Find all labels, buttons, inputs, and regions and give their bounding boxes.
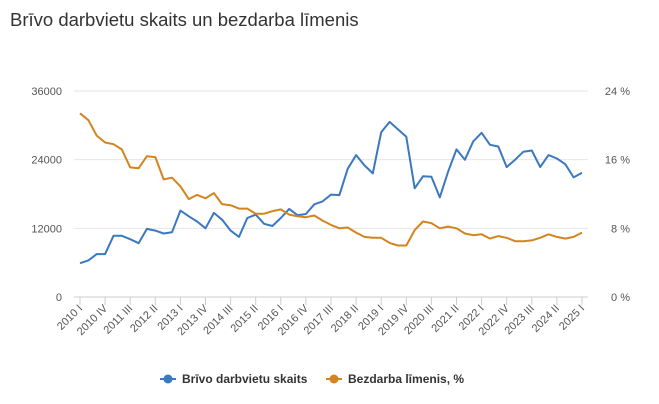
legend-label: Brīvo darbvietu skaits: [182, 372, 308, 386]
left-axis-ticks: 0 12000 24000 36000: [31, 86, 62, 304]
x-tick-label: 2024 II: [530, 303, 562, 335]
x-tick-label: 2012 II: [128, 303, 160, 335]
chart-title: Brīvo darbvietu skaits un bezdarba līmen…: [10, 9, 359, 30]
left-axis-tick-label: 12000: [31, 223, 62, 235]
x-tick-label: 2021 II: [429, 303, 461, 335]
x-tick-label: 2015 II: [229, 303, 261, 335]
left-axis-tick-label: 36000: [31, 86, 62, 98]
series-lines: [79, 112, 583, 265]
right-axis-tick-label: 16 %: [605, 155, 630, 167]
legend-swatch-marker: [163, 374, 173, 384]
right-axis-tick-label: 0 %: [611, 292, 630, 304]
left-axis-tick-label: 0: [56, 292, 62, 304]
vacancies-series-line: [79, 120, 583, 265]
legend: Brīvo darbvietu skaits Bezdarba līmenis, …: [160, 372, 464, 386]
unemployment-series-line: [79, 112, 583, 247]
legend-swatch-marker: [329, 374, 339, 384]
right-axis-tick-label: 8 %: [611, 223, 630, 235]
legend-label: Bezdarba līmenis, %: [348, 372, 464, 386]
x-tick-label: 2018 II: [329, 303, 361, 335]
right-axis-tick-label: 24 %: [605, 86, 630, 98]
x-tick-label: 2025 I: [557, 303, 587, 333]
right-axis-ticks: 0 % 8 % 16 % 24 %: [605, 86, 630, 304]
left-axis-tick-label: 24000: [31, 155, 62, 167]
